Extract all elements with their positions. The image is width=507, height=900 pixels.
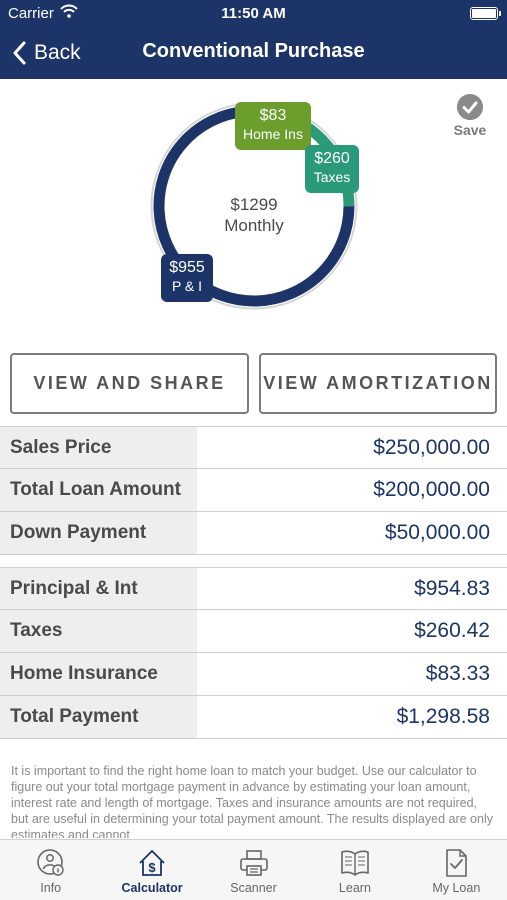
table-row: Taxes $260.42 — [0, 610, 507, 653]
payment-breakdown: $1299 Monthly $83 Home Ins $260 Taxes $9… — [0, 79, 507, 341]
row-value: $50,000.00 — [384, 521, 490, 544]
row-label: Principal & Int — [0, 568, 197, 609]
row-label: Taxes — [0, 610, 197, 652]
battery-icon — [470, 7, 501, 20]
scanner-icon — [239, 850, 268, 876]
back-button[interactable]: Back — [12, 38, 81, 68]
tab-info[interactable]: Info — [0, 840, 101, 900]
row-label: Total Loan Amount — [0, 469, 197, 511]
home-insurance-bubble: $83 Home Ins — [235, 102, 311, 150]
row-label: Sales Price — [0, 427, 197, 468]
row-value: $83.33 — [425, 662, 490, 685]
carrier-label: Carrier — [8, 5, 54, 22]
tab-label: Info — [40, 881, 62, 895]
tab-learn[interactable]: Learn — [304, 840, 405, 900]
tab-bar: Info $ Calculator Scanner Learn — [0, 839, 507, 900]
info-icon — [36, 849, 64, 876]
tab-label: Learn — [338, 881, 371, 895]
taxes-amount: $260 — [314, 150, 350, 167]
principal-interest-bubble: $955 P & I — [161, 254, 213, 302]
taxes-label: Taxes — [313, 169, 351, 185]
payment-table: Principal & Int $954.83 Taxes $260.42 Ho… — [0, 567, 507, 739]
disclaimer-text: It is important to find the right home l… — [11, 764, 493, 838]
nav-bar: Back Conventional Purchase — [0, 28, 507, 79]
view-amortization-button[interactable]: VIEW AMORTIZATION — [259, 353, 497, 414]
monthly-amount: $1299 — [230, 195, 278, 214]
view-and-share-button[interactable]: VIEW AND SHARE — [10, 353, 249, 414]
table-row: Principal & Int $954.83 — [0, 567, 507, 610]
home-insurance-amount: $83 — [259, 107, 287, 124]
monthly-label: Monthly — [224, 216, 284, 235]
table-row: Total Payment $1,298.58 — [0, 696, 507, 739]
table-row: Sales Price $250,000.00 — [0, 426, 507, 469]
table-row: Down Payment $50,000.00 — [0, 512, 507, 555]
taxes-bubble: $260 Taxes — [305, 145, 359, 193]
loan-summary-table: Sales Price $250,000.00 Total Loan Amoun… — [0, 426, 507, 555]
status-bar: Carrier 11:50 AM — [0, 0, 507, 28]
row-label: Total Payment — [0, 696, 197, 738]
save-label: Save — [453, 122, 487, 138]
checkmark-circle-icon — [457, 94, 483, 120]
chevron-left-icon — [13, 41, 26, 65]
tab-label: Calculator — [121, 881, 183, 895]
row-value: $200,000.00 — [373, 478, 490, 501]
home-insurance-label: Home Ins — [243, 126, 303, 142]
row-value: $250,000.00 — [373, 435, 490, 459]
table-row: Total Loan Amount $200,000.00 — [0, 469, 507, 512]
tab-label: My Loan — [432, 881, 481, 895]
principal-interest-label: P & I — [171, 278, 203, 294]
book-icon — [341, 850, 369, 876]
save-button[interactable]: Save — [450, 94, 490, 140]
back-label: Back — [34, 41, 81, 64]
tab-my-loan[interactable]: My Loan — [406, 840, 507, 900]
principal-interest-amount: $955 — [169, 259, 205, 276]
document-check-icon — [446, 849, 468, 877]
row-value: $954.83 — [414, 576, 490, 600]
row-label: Down Payment — [0, 512, 197, 554]
wifi-icon — [60, 4, 78, 18]
status-time: 11:50 AM — [221, 5, 286, 22]
tab-label: Scanner — [230, 881, 277, 895]
header: Carrier 11:50 AM Back Conventional Purch… — [0, 0, 507, 79]
row-label: Home Insurance — [0, 653, 197, 695]
tab-calculator[interactable]: $ Calculator — [101, 840, 202, 900]
page-title: Conventional Purchase — [142, 40, 365, 62]
row-value: $1,298.58 — [396, 705, 490, 728]
svg-text:$: $ — [148, 860, 156, 875]
tab-scanner[interactable]: Scanner — [203, 840, 304, 900]
calculator-icon: $ — [139, 850, 165, 876]
row-value: $260.42 — [414, 619, 490, 642]
table-row: Home Insurance $83.33 — [0, 653, 507, 696]
